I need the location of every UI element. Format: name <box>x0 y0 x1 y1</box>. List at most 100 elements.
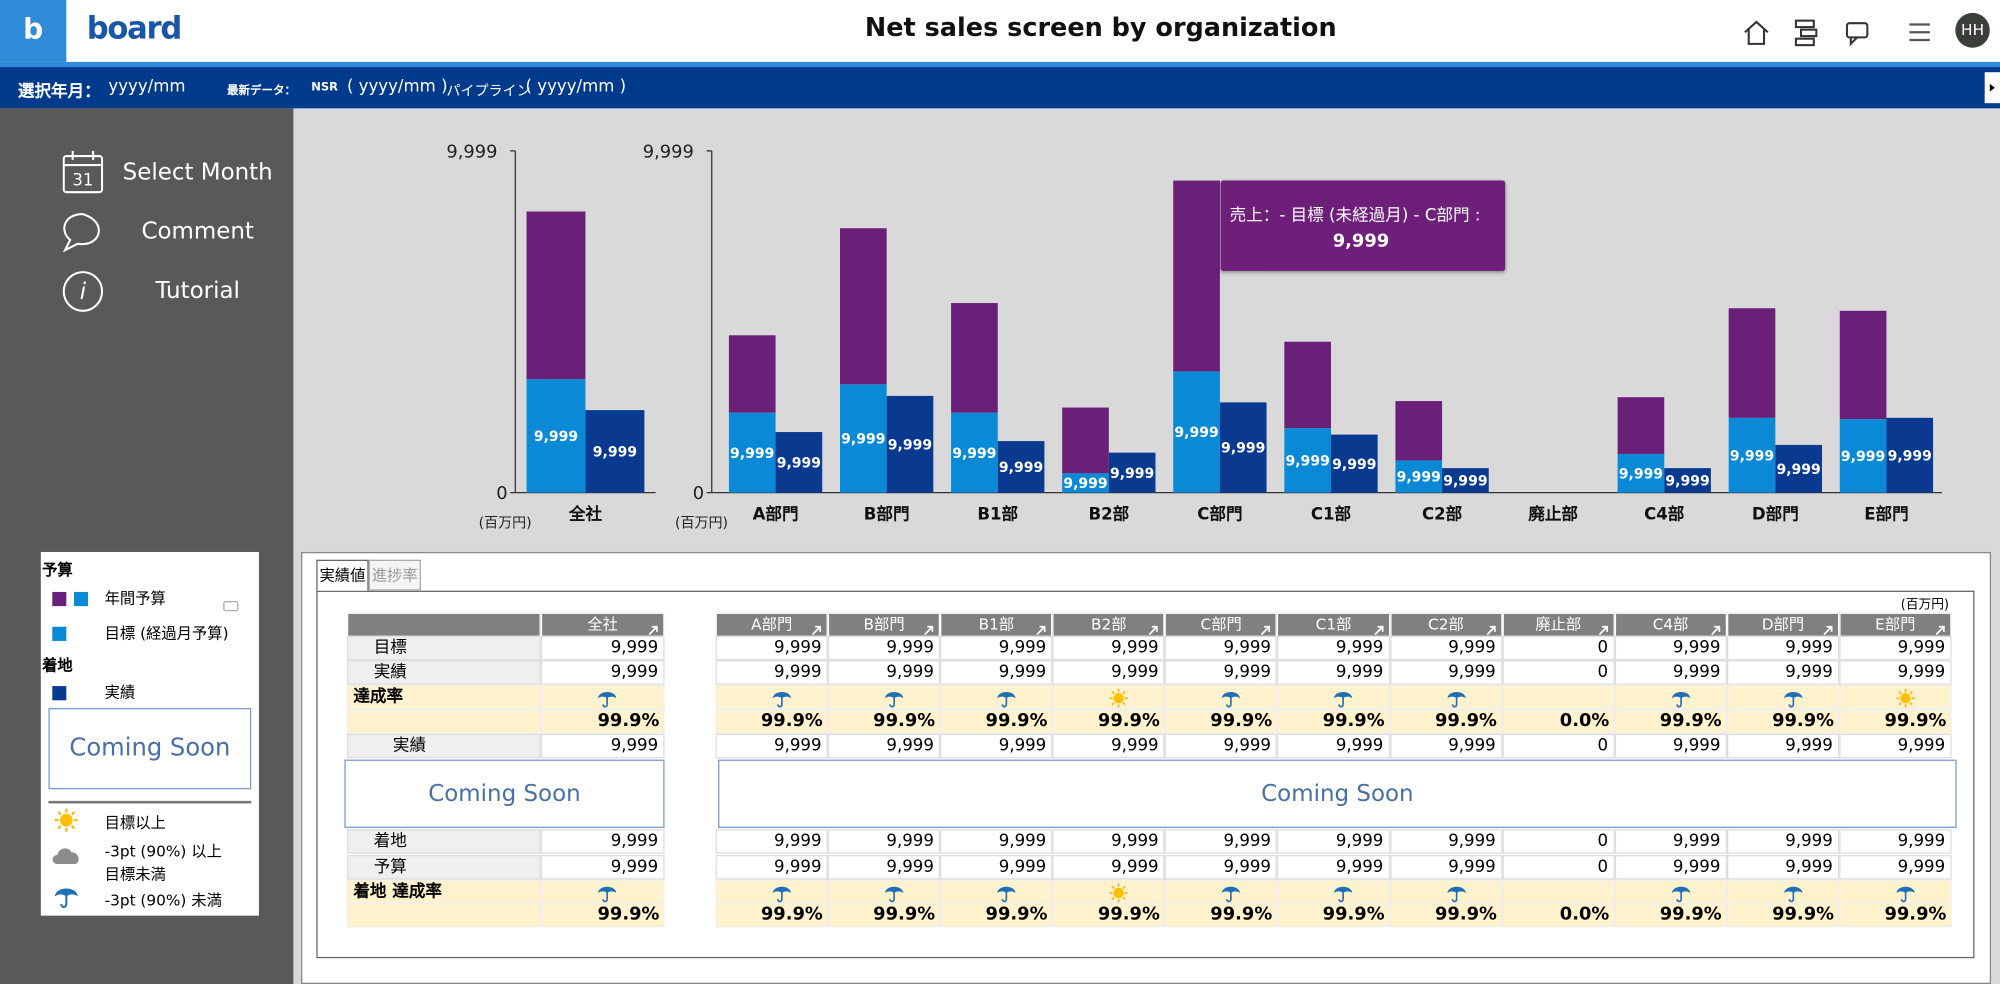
column-header[interactable]: B2部 <box>1052 612 1165 638</box>
cell: 0 <box>1502 635 1615 661</box>
menu-item[interactable]: Comment <box>141 217 254 246</box>
table-frame <box>316 590 1975 959</box>
menu-icon[interactable] <box>1909 23 1930 42</box>
logo: board <box>86 10 183 47</box>
icon-cell <box>1389 879 1503 905</box>
cell: 9,999 <box>1277 855 1390 880</box>
icon <box>54 808 78 832</box>
rate-cell: 99.9% <box>1389 709 1503 734</box>
icon-cell <box>827 684 941 710</box>
cell: 9,999 <box>940 733 1053 759</box>
page-title: Net sales screen by organization <box>864 11 1337 43</box>
column-header[interactable]: D部門 <box>1726 612 1840 638</box>
menu-item[interactable]: Tutorial <box>155 277 240 305</box>
latest-label: 最新データ： <box>227 85 296 99</box>
sort-icon <box>922 618 935 636</box>
unit-label: (百万円) <box>675 515 728 531</box>
x-tick-label: D部門 <box>1752 504 1799 524</box>
cell: 9,999 <box>1164 829 1278 854</box>
cell: 9,999 <box>1839 855 1952 880</box>
placeholder: Coming Soon <box>48 708 252 790</box>
rate-cell: 99.9% <box>1052 709 1165 734</box>
bar <box>1395 460 1443 493</box>
menu-item[interactable]: Select Month <box>122 158 273 186</box>
tab[interactable]: 進捗率 <box>368 559 421 591</box>
hierarchy-icon[interactable] <box>1794 19 1818 47</box>
bar <box>839 384 887 493</box>
cell: 9,999 <box>715 660 828 685</box>
bar <box>775 432 823 493</box>
cell: 9,999 <box>540 855 665 880</box>
user-avatar[interactable]: HH <box>1955 12 1990 48</box>
rate-cell: 99.9% <box>1839 902 1952 928</box>
column-header[interactable]: C1部 <box>1277 612 1390 638</box>
header <box>0 0 2000 62</box>
icon <box>1334 886 1353 903</box>
row-label: 予算 <box>346 855 541 880</box>
chat-icon[interactable] <box>1845 22 1869 47</box>
rate-cell: 99.9% <box>1277 902 1390 928</box>
rate-cell: 99.9% <box>940 902 1053 928</box>
icon-umbrella <box>996 883 1016 908</box>
column-header[interactable]: 全社 <box>540 612 665 638</box>
cell: 9,999 <box>940 635 1053 661</box>
bar-value-label: 9,999 <box>1888 448 1932 464</box>
bar <box>1284 428 1331 493</box>
icon-cloud <box>51 843 82 874</box>
y-tick-label: 0 <box>496 483 507 504</box>
placeholder: Coming Soon <box>718 759 1957 828</box>
cell: 9,999 <box>715 733 828 759</box>
legend-heading: 着地 <box>42 656 73 675</box>
icon <box>1222 886 1241 903</box>
cell: 9,999 <box>940 660 1053 685</box>
cell: 9,999 <box>540 829 665 854</box>
cell: 9,999 <box>1052 660 1165 685</box>
cell: 9,999 <box>1052 635 1165 661</box>
icon <box>885 692 904 708</box>
logo-mark[interactable]: b <box>0 0 67 62</box>
icon-cell <box>1389 684 1503 710</box>
row-label: 目標 <box>346 635 541 661</box>
tooltip-value: 9,999 <box>1332 230 1390 252</box>
x-tick-label: E部門 <box>1864 504 1908 524</box>
icon-umbrella <box>772 883 792 908</box>
month-label: 選択年月： <box>17 82 101 102</box>
bar <box>951 303 998 413</box>
cell: 9,999 <box>1389 660 1503 685</box>
icon-sun <box>54 807 80 838</box>
legend-heading: 予算 <box>42 560 73 580</box>
bar <box>839 228 887 385</box>
legend-label: 実績 <box>104 683 136 702</box>
pipeline-label: パイプライン <box>446 82 531 100</box>
sort-icon <box>1934 618 1947 636</box>
icon <box>597 886 617 903</box>
cell: 9,999 <box>1614 855 1727 880</box>
icon-umbrella <box>1783 688 1803 713</box>
tooltip-title: 売上：- 目標 (未経過月) - C部門 : <box>1229 206 1481 226</box>
divider <box>48 800 252 804</box>
icon-cell <box>827 879 941 905</box>
x-tick-label: C1部 <box>1311 504 1352 524</box>
cell: 9,999 <box>540 635 665 661</box>
bar-value-label: 9,999 <box>1730 448 1774 464</box>
bar <box>728 335 776 413</box>
cell: 9,999 <box>1164 660 1278 685</box>
icon <box>1671 886 1690 903</box>
nsr-value: ( yyyy/mm ) <box>346 77 448 97</box>
y-tick-label: 9,999 <box>446 141 497 162</box>
icon-sun <box>1895 688 1915 713</box>
cell: 9,999 <box>827 660 941 685</box>
x-tick-label: C部門 <box>1197 504 1242 524</box>
column-header[interactable]: C部門 <box>1164 612 1278 638</box>
cell: 0 <box>1502 855 1615 880</box>
collapse-tab[interactable] <box>1984 72 2000 104</box>
tab[interactable]: 実績値 <box>316 559 369 591</box>
icon-cell <box>1164 684 1278 710</box>
icon <box>772 692 792 708</box>
legend-menu[interactable] <box>223 600 239 612</box>
bar <box>526 379 586 493</box>
sort-icon <box>1709 618 1722 636</box>
row-label: 実績 <box>346 660 541 685</box>
home-icon[interactable] <box>1744 20 1769 45</box>
bar-value-label: 9,999 <box>1332 457 1376 473</box>
